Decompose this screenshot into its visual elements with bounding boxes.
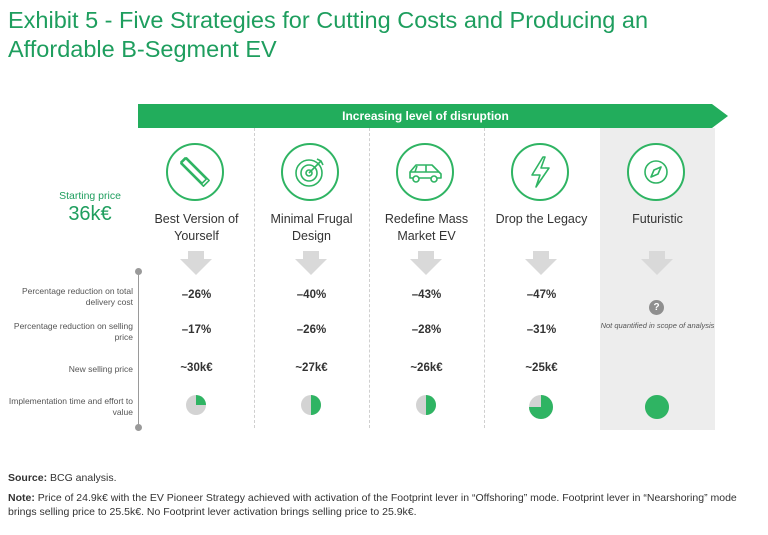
new-selling-price: ~26k€: [410, 362, 443, 374]
lightning-icon: [511, 143, 569, 201]
selling-price-reduction: –17%: [181, 324, 212, 336]
selling-price-reduction: –28%: [411, 324, 442, 336]
row-label-selling-price: Percentage reduction on selling price: [13, 321, 133, 342]
implementation-pie: [301, 395, 321, 415]
down-arrow-icon: [295, 251, 327, 275]
new-selling-price: ~27k€: [295, 362, 328, 374]
row-axis-line: [138, 272, 139, 428]
implementation-pie: [416, 395, 436, 415]
axis-tick: [135, 424, 142, 431]
implementation-pie: [186, 395, 206, 415]
disruption-arrow-label: Increasing level of disruption: [342, 109, 509, 123]
row-label-implementation: Implementation time and effort to value: [8, 396, 133, 417]
strategy-column: Redefine Mass Market EV –43% –28% ~26k€: [369, 143, 484, 428]
down-arrow-icon: [525, 251, 557, 275]
source-line: Source: BCG analysis.: [8, 472, 117, 484]
ruler-pencil-icon: [166, 143, 224, 201]
delivery-cost-reduction: –43%: [411, 289, 442, 301]
car-icon: [396, 143, 454, 201]
strategy-name: Drop the Legacy: [495, 212, 588, 226]
column-divider: [369, 128, 370, 428]
strategy-name: Redefine Mass Market EV: [384, 212, 469, 243]
selling-price-reduction: –26%: [296, 324, 327, 336]
strategy-column: Best Version of Yourself –26% –17% ~30k€: [139, 143, 254, 428]
implementation-pie: [645, 395, 669, 419]
strategy-name: Best Version of Yourself: [154, 212, 239, 243]
axis-tick: [135, 268, 142, 275]
note-line: Note: Price of 24.9k€ with the EV Pionee…: [8, 491, 748, 519]
disruption-arrow-shape: [138, 104, 728, 128]
row-label-new-selling-price: New selling price: [68, 364, 133, 374]
down-arrow-icon: [410, 251, 442, 275]
implementation-pie: [529, 395, 553, 419]
source-label: Source:: [8, 472, 48, 484]
target-icon: [281, 143, 339, 201]
note-text: Price of 24.9k€ with the EV Pioneer Stra…: [8, 492, 737, 518]
strategy-column: Drop the Legacy –47% –31% ~25k€: [484, 143, 599, 428]
note-label: Note:: [8, 492, 35, 504]
down-arrow-icon: [641, 251, 673, 275]
strategy-name: Futuristic: [632, 212, 683, 226]
down-arrow-icon: [180, 251, 212, 275]
starting-price-value: 36k€: [68, 203, 112, 225]
column-divider: [254, 128, 255, 428]
row-label-delivery-cost: Percentage reduction on total delivery c…: [21, 286, 133, 307]
strategy-column: Minimal Frugal Design –40% –26% ~27k€: [254, 143, 369, 428]
strategy-column: Futuristic ? Not quantified in scope of …: [600, 143, 715, 428]
column-divider: [484, 128, 485, 428]
selling-price-reduction: –31%: [526, 324, 557, 336]
compass-icon: [627, 143, 685, 201]
source-text: BCG analysis.: [47, 472, 117, 484]
new-selling-price: ~30k€: [180, 362, 213, 374]
strategy-name: Minimal Frugal Design: [270, 212, 353, 243]
delivery-cost-reduction: –40%: [296, 289, 327, 301]
question-mark-icon: ?: [649, 300, 664, 315]
new-selling-price: ~25k€: [525, 362, 558, 374]
disruption-arrow-banner: Increasing level of disruption: [138, 104, 730, 128]
starting-price-label: Starting price: [59, 190, 121, 202]
delivery-cost-reduction: –47%: [526, 289, 557, 301]
exhibit-title: Exhibit 5 - Five Strategies for Cutting …: [8, 7, 649, 62]
not-quantified-note: Not quantified in scope of analysis: [600, 321, 715, 330]
delivery-cost-reduction: –26%: [181, 289, 212, 301]
